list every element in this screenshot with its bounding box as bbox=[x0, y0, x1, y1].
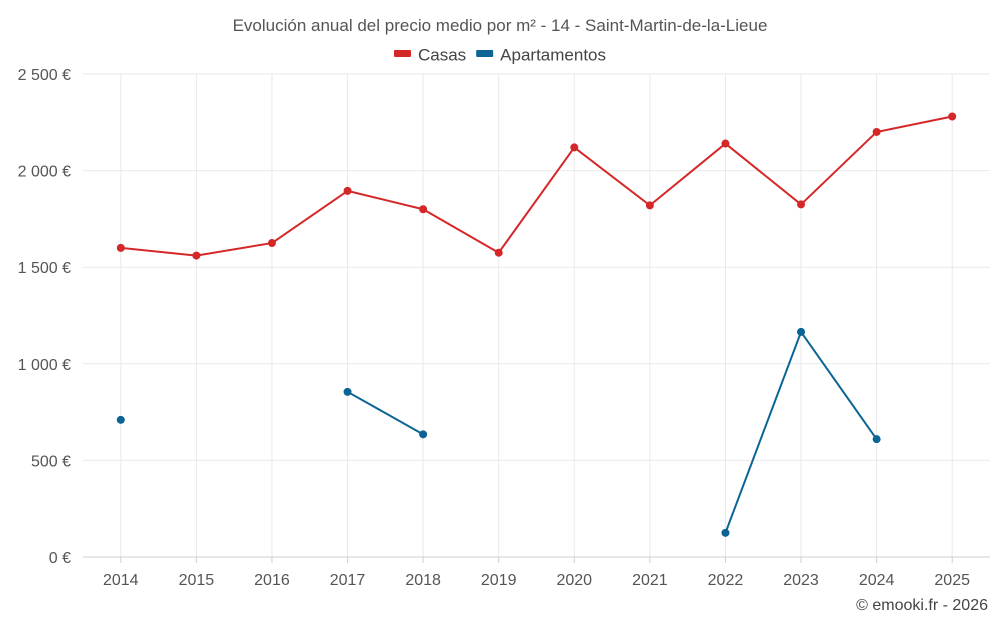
x-tick-label: 2019 bbox=[481, 572, 517, 589]
legend-item-apartamentos[interactable]: Apartamentos bbox=[476, 45, 606, 64]
series-line bbox=[347, 390, 424, 436]
y-tick-label: 0 € bbox=[49, 550, 71, 567]
data-point[interactable] bbox=[721, 528, 730, 537]
x-tick-label: 2017 bbox=[330, 572, 366, 589]
legend-swatch bbox=[476, 50, 494, 57]
data-point[interactable] bbox=[797, 327, 806, 336]
data-point[interactable] bbox=[419, 430, 428, 439]
data-point[interactable] bbox=[494, 248, 503, 257]
data-point[interactable] bbox=[343, 186, 352, 195]
x-tick-label: 2022 bbox=[708, 572, 744, 589]
series-layer bbox=[116, 112, 957, 537]
y-axis: 0 € 500 € 1 000 € 1 500 € 2 000 € 2 500 € bbox=[18, 67, 71, 567]
y-tick-label: 2 000 € bbox=[18, 164, 71, 181]
legend-item-casas[interactable]: Casas bbox=[393, 45, 466, 64]
legend-swatch bbox=[393, 50, 411, 57]
data-point[interactable] bbox=[570, 143, 579, 152]
x-tick-label: 2020 bbox=[556, 572, 592, 589]
data-point[interactable] bbox=[419, 205, 428, 214]
data-point[interactable] bbox=[343, 387, 352, 396]
data-point[interactable] bbox=[267, 239, 276, 248]
data-point[interactable] bbox=[116, 415, 125, 424]
credit-text: © emooki.fr - 2026 bbox=[856, 597, 988, 614]
y-tick-label: 1 500 € bbox=[18, 260, 71, 277]
y-tick-label: 1 000 € bbox=[18, 357, 71, 374]
chart-title: Evolución anual del precio medio por m² … bbox=[233, 16, 768, 35]
legend-label: Apartamentos bbox=[500, 45, 606, 64]
x-tick-label: 2014 bbox=[103, 572, 139, 589]
x-tick-label: 2025 bbox=[934, 572, 970, 589]
data-point[interactable] bbox=[645, 201, 654, 210]
x-tick-label: 2021 bbox=[632, 572, 668, 589]
data-point[interactable] bbox=[872, 127, 881, 136]
y-tick-label: 2 500 € bbox=[18, 67, 71, 84]
series-apartamentos bbox=[116, 327, 881, 537]
grid bbox=[83, 73, 990, 557]
series-casas bbox=[116, 112, 957, 260]
data-point[interactable] bbox=[797, 200, 806, 209]
x-tick-label: 2023 bbox=[783, 572, 819, 589]
x-tick-label: 2015 bbox=[179, 572, 215, 589]
x-tick-label: 2024 bbox=[859, 572, 895, 589]
data-point[interactable] bbox=[116, 243, 125, 252]
data-point[interactable] bbox=[721, 139, 730, 148]
x-tick-label: 2018 bbox=[405, 572, 441, 589]
series-line bbox=[120, 115, 953, 257]
data-point[interactable] bbox=[192, 251, 201, 260]
y-tick-label: 500 € bbox=[31, 453, 71, 470]
x-axis: 2014 2015 2016 2017 2018 2019 2020 2021 2022 2023… bbox=[83, 556, 990, 589]
data-point[interactable] bbox=[872, 435, 881, 444]
x-tick-label: 2016 bbox=[254, 572, 290, 589]
data-point[interactable] bbox=[948, 112, 957, 121]
legend-label: Casas bbox=[418, 45, 466, 64]
legend: Casas Apartamentos bbox=[393, 45, 606, 64]
